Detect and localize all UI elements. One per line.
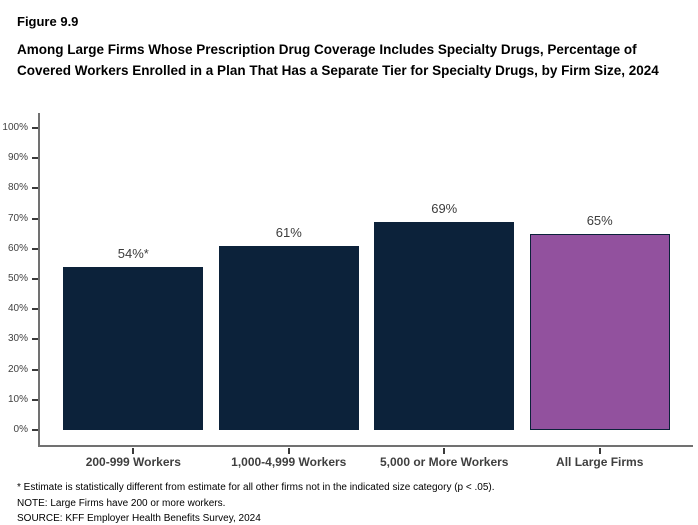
- bar-all-large-firms: [529, 233, 670, 430]
- y-tick-label-70pct: 70%: [7, 212, 28, 224]
- x-axis-label-5-000-or-more-workers: 5,000 or More Workers: [379, 455, 509, 469]
- footnote-asterisk: * Estimate is statistically different fr…: [17, 482, 495, 493]
- x-axis-label-all-large-firms: All Large Firms: [556, 455, 644, 469]
- y-tick-label-100pct: 100%: [2, 122, 28, 134]
- x-tick-mark-all-large-firms: [598, 448, 601, 454]
- x-axis-label-200-999-workers: 200-999 Workers: [85, 455, 181, 469]
- y-tick-mark-60pct: [32, 247, 38, 250]
- footnote-source: SOURCE: KFF Employer Health Benefits Sur…: [17, 513, 261, 524]
- y-tick-mark-20pct: [32, 368, 38, 371]
- x-tick-mark-5-000-or-more-workers: [443, 448, 446, 454]
- bar-value-label-200-999-workers: 54%*: [117, 245, 149, 261]
- x-tick-mark-200-999-workers: [132, 448, 135, 454]
- y-tick-label-50pct: 50%: [7, 273, 28, 284]
- figure-title: Among Large Firms Whose Prescription Dru…: [17, 42, 659, 78]
- y-tick-mark-80pct: [32, 187, 38, 190]
- y-tick-mark-100pct: [32, 127, 38, 130]
- y-tick-mark-90pct: [32, 157, 38, 160]
- bar-5-000-or-more-workers: [374, 221, 515, 430]
- y-tick-mark-70pct: [32, 217, 38, 220]
- footnote-note: NOTE: Large Firms have 200 or more worke…: [17, 497, 226, 509]
- y-tick-label-20pct: 20%: [7, 363, 28, 375]
- bar-value-label-5-000-or-more-workers: 69%: [431, 200, 458, 216]
- y-tick-label-80pct: 80%: [7, 182, 28, 194]
- y-tick-label-10pct: 10%: [7, 393, 28, 405]
- y-tick-label-40pct: 40%: [7, 303, 28, 315]
- y-tick-mark-0pct: [32, 428, 38, 431]
- x-axis-label-1-000-4-999-workers: 1,000-4,999 Workers: [231, 455, 347, 469]
- x-tick-mark-1-000-4-999-workers: [287, 448, 290, 454]
- title-block: Figure 9.9 Among Large Firms Whose Presc…: [17, 14, 685, 81]
- plot-area: 0% 10% 20% 30% 40% 50% 60% 70% 80% 90% 100% 54%* 200…: [2, 113, 693, 469]
- y-tick-label-60pct: 60%: [7, 242, 28, 254]
- y-tick-label-0pct: 0%: [13, 423, 28, 435]
- x-axis-line: [38, 445, 693, 447]
- y-axis-line: [38, 113, 40, 447]
- bar-1-000-4-999-workers: [218, 245, 359, 430]
- y-tick-mark-10pct: [32, 398, 38, 401]
- bar-value-label-1-000-4-999-workers: 61%: [275, 224, 302, 240]
- bar-value-label-all-large-firms: 65%: [586, 212, 613, 228]
- notes-block: * Estimate is statistically different fr…: [17, 480, 687, 525]
- y-tick-mark-40pct: [32, 308, 38, 311]
- figure-number: Figure 9.9: [17, 14, 79, 29]
- y-tick-label-30pct: 30%: [7, 333, 28, 345]
- y-tick-label-90pct: 90%: [7, 152, 28, 164]
- y-tick-mark-30pct: [32, 338, 38, 341]
- y-tick-mark-50pct: [32, 278, 38, 280]
- bar-200-999-workers: [63, 266, 204, 430]
